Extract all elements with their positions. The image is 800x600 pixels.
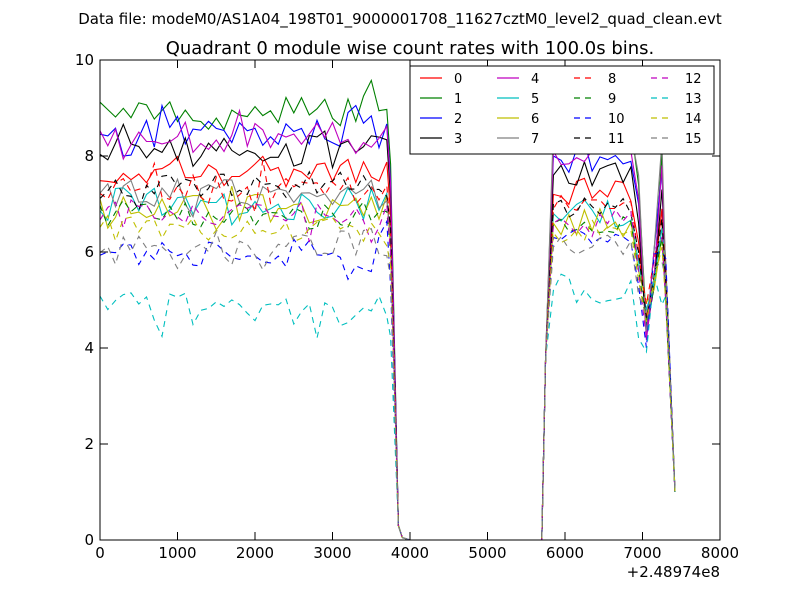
x-tick-label: 0 (95, 544, 105, 562)
legend-label-3: 3 (454, 132, 462, 147)
legend-label-15: 15 (685, 132, 702, 147)
y-tick-label: 2 (84, 435, 94, 453)
x-tick-label: 5000 (468, 544, 506, 562)
x-tick-label: 2000 (236, 544, 274, 562)
legend-label-2: 2 (454, 112, 462, 127)
legend-label-8: 8 (608, 72, 616, 87)
legend-label-6: 6 (531, 112, 539, 127)
series-10-line (99, 219, 676, 541)
series-0-line (99, 155, 676, 541)
x-tick-label: 1000 (158, 544, 196, 562)
legend-label-14: 14 (685, 112, 702, 127)
series-11-line (99, 170, 676, 541)
series-4-line (99, 108, 676, 541)
series-9-line (99, 199, 676, 541)
legend-label-9: 9 (608, 92, 616, 107)
chart-title: Quadrant 0 module wise count rates with … (166, 38, 655, 59)
y-tick-label: 6 (84, 243, 94, 261)
y-tick-label: 8 (84, 147, 94, 165)
plot-area: 0 1000 2000 3000 4000 5000 6000 7000 80000246810… (75, 51, 739, 562)
y-tick-label: 4 (84, 339, 94, 357)
legend-label-1: 1 (454, 92, 462, 107)
legend-box (409, 65, 715, 155)
series-15-line (99, 228, 676, 541)
series-14-line (99, 214, 676, 541)
legend-label-12: 12 (685, 72, 702, 87)
y-tick-label: 0 (84, 531, 94, 549)
legend-label-0: 0 (454, 72, 462, 87)
legend-label-4: 4 (531, 72, 539, 87)
y-tick-label: 10 (75, 51, 94, 69)
x-tick-label: 7000 (623, 544, 661, 562)
legend-label-11: 11 (608, 132, 625, 147)
legend-label-10: 10 (608, 112, 625, 127)
x-tick-label: 6000 (546, 544, 584, 562)
legend-label-5: 5 (531, 92, 539, 107)
x-tick-label: 3000 (313, 544, 351, 562)
legend-label-7: 7 (531, 132, 539, 147)
x-tick-label: 8000 (701, 544, 739, 562)
series-5-line (99, 186, 676, 541)
series-12-line (99, 199, 676, 541)
x-offset-label: +2.48974e8 (627, 563, 720, 581)
series-13-line (99, 273, 676, 541)
suptitle: Data file: modeM0/AS1A04_198T01_90000017… (78, 10, 722, 29)
series-3-line (99, 122, 676, 541)
x-tick-label: 4000 (391, 544, 429, 562)
legend-label-13: 13 (685, 92, 702, 107)
